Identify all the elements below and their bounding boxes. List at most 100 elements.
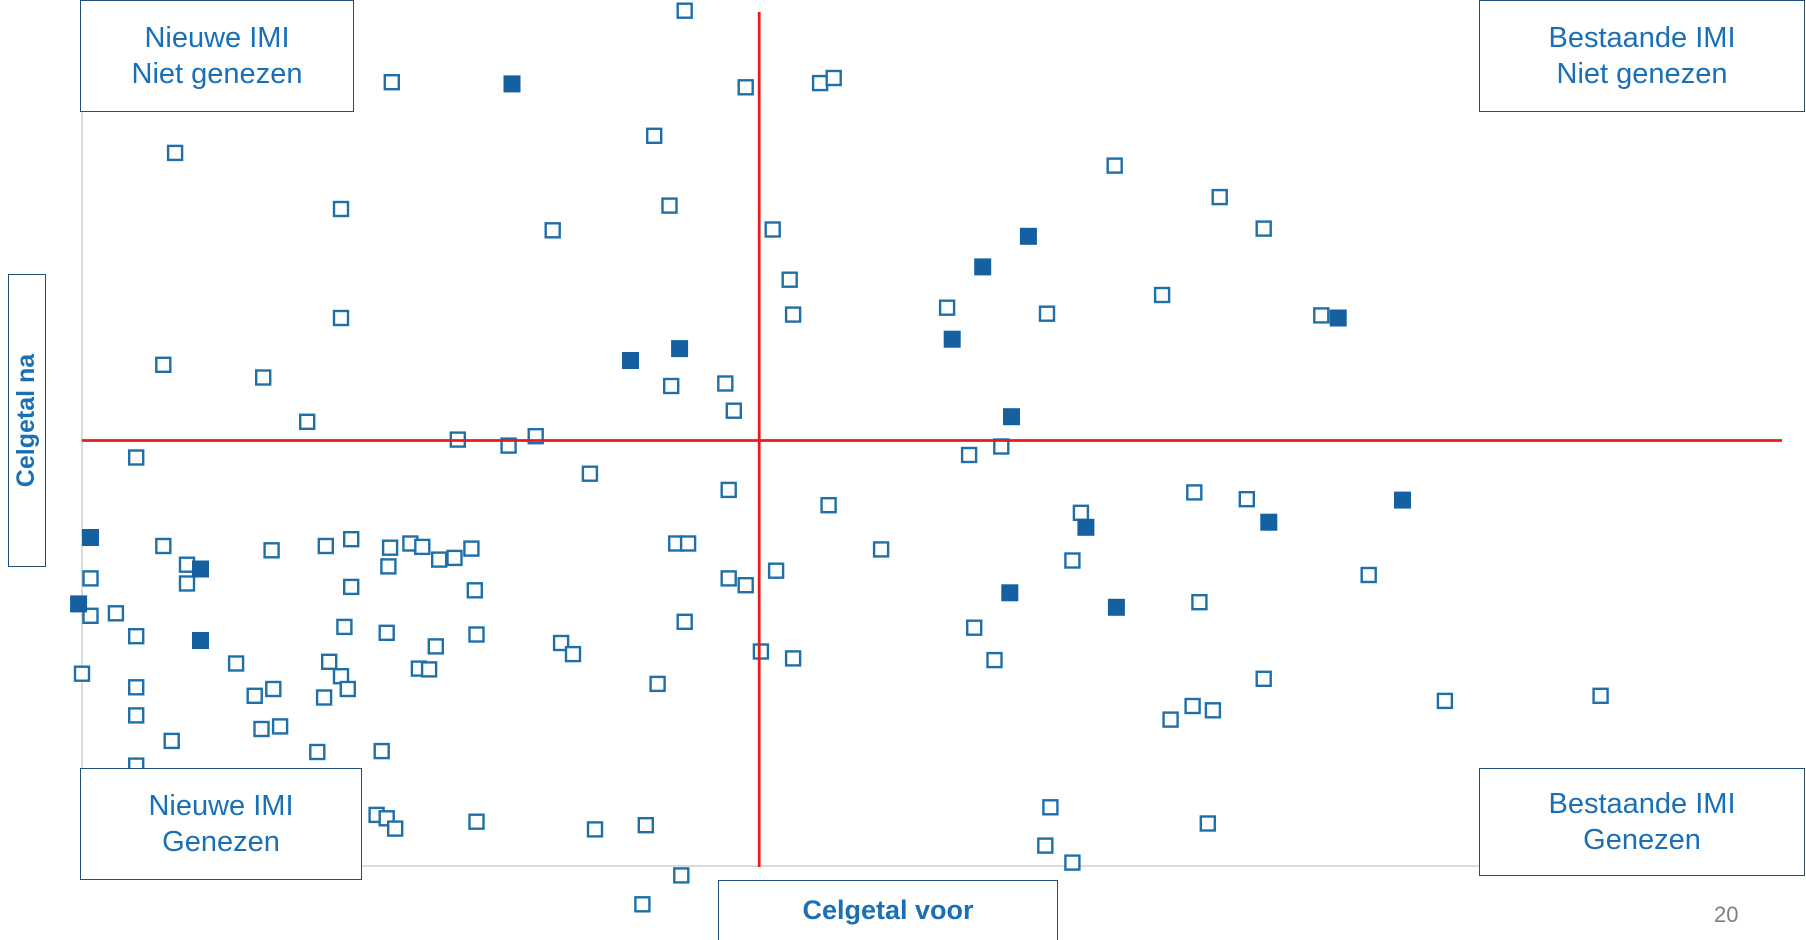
quadrant-label-top-left: Nieuwe IMI Niet genezen <box>80 0 354 112</box>
data-point-open <box>552 634 570 652</box>
data-point-open <box>564 645 582 663</box>
data-point-open <box>1186 484 1203 501</box>
data-point-open <box>446 549 463 567</box>
data-point-filled <box>192 632 209 649</box>
data-point-open <box>1436 692 1454 710</box>
data-point-open <box>1592 687 1609 704</box>
x-axis-label: Celgetal voor <box>718 880 1058 940</box>
data-point-open <box>336 618 353 636</box>
data-point-open <box>166 144 184 162</box>
quadrant-label-line: Genezen <box>1583 824 1701 856</box>
data-point-open <box>737 577 754 594</box>
data-point-open <box>463 540 480 557</box>
data-point-open <box>1072 504 1090 521</box>
data-point-open <box>178 556 196 573</box>
data-point-open <box>676 2 693 19</box>
quadrant-label-line: Bestaande IMI <box>1548 22 1736 54</box>
data-point-open <box>427 638 444 655</box>
data-point-open <box>246 687 263 704</box>
data-point-open <box>1106 157 1123 174</box>
data-point-open <box>127 679 145 696</box>
data-point-open <box>420 661 438 678</box>
data-point-open <box>500 437 517 454</box>
data-point-open <box>309 743 326 761</box>
data-point-open <box>986 651 1003 669</box>
page-number: 20 <box>1714 902 1739 927</box>
data-point-open <box>378 624 395 641</box>
data-point-open <box>825 69 842 87</box>
quadrant-label-line: Nieuwe IMI <box>148 790 294 822</box>
data-point-open <box>752 643 770 660</box>
data-point-open <box>663 377 680 395</box>
data-point-open <box>178 575 196 592</box>
data-point-open <box>1064 552 1081 569</box>
data-point-open <box>263 542 280 559</box>
data-point-open <box>1162 711 1179 728</box>
data-point-open <box>1255 220 1272 237</box>
data-point-filled <box>1260 513 1278 531</box>
data-point-open <box>1042 799 1059 816</box>
data-point-open <box>332 309 350 327</box>
data-point-open <box>1191 594 1208 611</box>
data-point-open <box>679 535 697 552</box>
data-point-open <box>315 689 333 706</box>
data-point-open <box>1064 854 1081 871</box>
data-point-open <box>1184 697 1201 715</box>
data-point-open <box>1211 188 1228 206</box>
data-point-open <box>784 650 802 667</box>
data-point-open <box>381 539 399 556</box>
data-point-filled <box>622 352 639 369</box>
data-point-open <box>299 413 316 430</box>
data-point-open <box>764 221 781 238</box>
data-point-open <box>646 127 663 145</box>
data-point-filled <box>1003 408 1020 426</box>
data-point-open <box>414 538 431 556</box>
data-point-open <box>720 481 737 499</box>
data-point-open <box>634 896 651 913</box>
data-point-open <box>1204 702 1222 719</box>
data-point-open <box>1360 566 1377 584</box>
data-point-filled <box>1019 227 1037 245</box>
data-point-filled <box>82 529 99 546</box>
data-point-open <box>468 626 485 643</box>
data-point-open <box>380 558 397 575</box>
data-point-open <box>271 718 289 735</box>
data-point-open <box>468 813 485 830</box>
data-point-open <box>332 200 350 218</box>
data-point-filled <box>1001 584 1019 602</box>
data-point-open <box>373 742 390 760</box>
data-point-open <box>673 867 690 884</box>
data-point-open <box>1199 815 1217 832</box>
data-point-open <box>966 619 983 636</box>
data-point-open <box>127 628 145 645</box>
quadrant-label-top-right: Bestaande IMI Niet genezen <box>1479 0 1805 112</box>
data-point-open <box>317 537 334 555</box>
quadrant-label-bottom-left: Nieuwe IMI Genezen <box>80 768 362 880</box>
data-point-open <box>73 665 91 682</box>
data-point-filled <box>1077 518 1095 536</box>
data-point-open <box>1313 307 1330 324</box>
quadrant-label-line: Genezen <box>162 826 280 858</box>
data-point-open <box>717 375 734 392</box>
data-point-filled <box>70 595 88 613</box>
data-point-open <box>725 402 742 419</box>
quadrant-label-line: Bestaande IMI <box>1548 788 1736 820</box>
data-point-open <box>155 356 172 373</box>
data-point-open <box>163 732 180 750</box>
data-point-open <box>155 537 172 555</box>
data-point-open <box>1255 670 1272 687</box>
data-point-open <box>82 570 99 587</box>
y-axis-label-text: Celgetal na <box>12 353 41 488</box>
data-point-filled <box>671 340 689 358</box>
data-point-open <box>1153 286 1171 304</box>
data-point-open <box>811 74 829 92</box>
data-point-open <box>767 562 785 579</box>
data-point-filled <box>943 330 961 348</box>
data-point-filled <box>1329 309 1347 327</box>
data-point-open <box>637 817 654 834</box>
data-point-open <box>938 299 956 316</box>
data-point-open <box>387 820 404 837</box>
data-point-open <box>872 541 890 558</box>
data-point-open <box>581 465 599 482</box>
quadrant-label-line: Niet genezen <box>1556 58 1728 90</box>
